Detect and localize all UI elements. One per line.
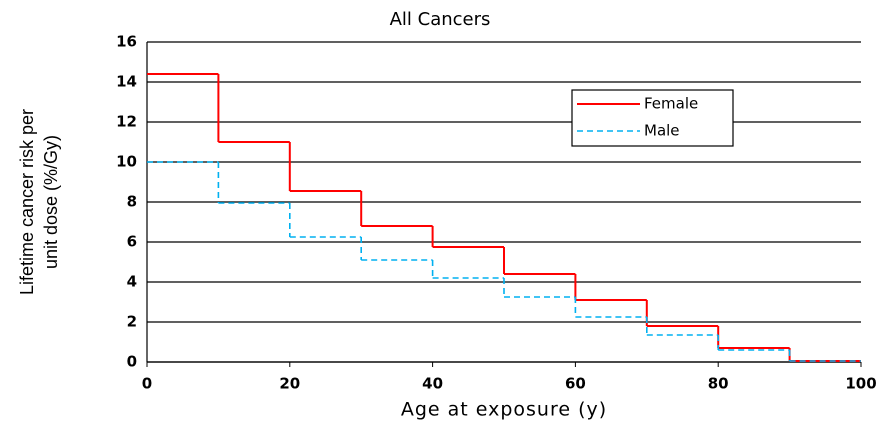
y-tick-label: 2 bbox=[127, 313, 137, 331]
legend-box bbox=[571, 89, 734, 147]
x-tick-label: 60 bbox=[565, 375, 586, 393]
x-tick-label: 0 bbox=[142, 375, 152, 393]
chart-title: All Cancers bbox=[390, 9, 491, 30]
y-tick-label: 4 bbox=[127, 273, 137, 291]
y-tick-label: 8 bbox=[127, 193, 137, 211]
y-tick-label: 10 bbox=[116, 153, 137, 171]
y-tick-label: 0 bbox=[127, 353, 137, 371]
y-tick-label: 12 bbox=[116, 113, 137, 131]
x-tick-label: 20 bbox=[279, 375, 300, 393]
legend-label: Female bbox=[644, 95, 698, 113]
y-tick-label: 14 bbox=[116, 73, 137, 91]
y-axis-label: Lifetime cancer risk per unit dose (%/Gy… bbox=[17, 109, 61, 295]
legend-label: Male bbox=[644, 122, 680, 140]
y-axis-label-line: unit dose (%/Gy) bbox=[41, 135, 61, 269]
y-tick-label: 16 bbox=[116, 33, 137, 51]
y-tick-label: 6 bbox=[127, 233, 137, 251]
x-tick-label: 100 bbox=[845, 375, 876, 393]
x-axis-label: Age at exposure (y) bbox=[401, 399, 607, 421]
x-tick-label: 40 bbox=[422, 375, 443, 393]
x-tick-label: 80 bbox=[708, 375, 729, 393]
y-axis-label-line: Lifetime cancer risk per bbox=[17, 109, 37, 295]
